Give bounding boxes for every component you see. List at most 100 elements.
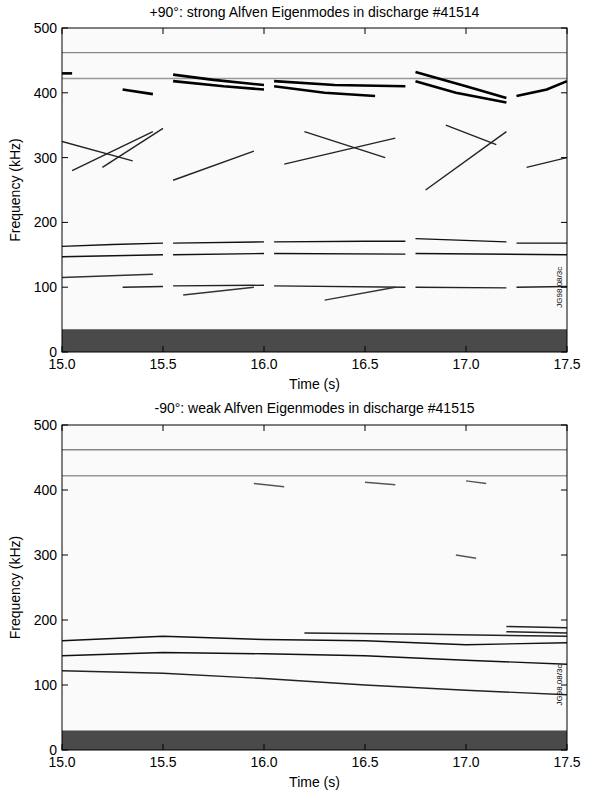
x-tick-label: 17.5	[553, 356, 580, 372]
mode-trace	[304, 633, 567, 636]
x-tick	[365, 28, 366, 34]
mode-trace	[173, 151, 254, 180]
y-axis-title: Frequency (kHz)	[7, 536, 23, 639]
panel: 15.015.516.016.517.017.50100200300400500…	[7, 4, 581, 392]
y-tick	[561, 222, 567, 223]
x-tick-label: 17.0	[452, 356, 479, 372]
y-tick	[62, 750, 68, 751]
y-tick	[62, 490, 68, 491]
x-tick	[163, 28, 164, 34]
low-frequency-band	[62, 329, 567, 352]
mode-trace	[62, 449, 567, 450]
y-axis-title: Frequency (kHz)	[7, 138, 23, 241]
x-tick	[466, 744, 467, 750]
y-tick	[62, 425, 68, 426]
mode-trace	[62, 72, 72, 75]
mode-trace	[62, 475, 567, 476]
mode-trace	[365, 482, 395, 485]
y-tick	[62, 28, 68, 29]
x-tick	[567, 346, 568, 352]
x-tick-label: 17.5	[553, 754, 580, 770]
figure-code: JG98.08/3c	[555, 665, 564, 706]
mode-trace	[325, 287, 396, 300]
y-tick	[561, 555, 567, 556]
x-tick	[62, 425, 63, 431]
mode-trace	[72, 132, 153, 171]
x-tick	[264, 346, 265, 352]
x-tick	[264, 425, 265, 431]
y-tick-label: 200	[34, 612, 58, 628]
y-tick	[62, 222, 68, 223]
y-tick	[561, 352, 567, 353]
mode-trace	[254, 484, 284, 487]
mode-trace	[62, 239, 567, 247]
y-tick	[62, 620, 68, 621]
x-tick	[567, 425, 568, 431]
x-axis-title: Time (s)	[289, 376, 340, 392]
mode-trace	[62, 52, 567, 53]
y-tick	[561, 157, 567, 158]
y-tick-label: 500	[34, 20, 58, 36]
mode-trace	[62, 274, 153, 277]
x-tick-label: 15.5	[149, 356, 176, 372]
x-tick-label: 16.5	[351, 356, 378, 372]
mode-trace	[62, 78, 567, 79]
x-tick	[62, 744, 63, 750]
y-tick	[62, 555, 68, 556]
mode-trace	[62, 636, 567, 644]
frame	[62, 28, 567, 352]
y-tick-label: 300	[34, 150, 58, 166]
x-tick-label: 16.0	[250, 754, 277, 770]
y-tick	[62, 685, 68, 686]
x-tick	[264, 744, 265, 750]
panel: 15.015.516.016.517.017.50100200300400500…	[7, 400, 581, 790]
x-tick	[466, 346, 467, 352]
mode-trace	[446, 125, 497, 144]
x-tick	[466, 425, 467, 431]
x-tick	[365, 425, 366, 431]
mode-trace	[123, 285, 567, 288]
y-tick-label: 500	[34, 417, 58, 433]
x-tick-label: 16.5	[351, 754, 378, 770]
y-tick	[561, 490, 567, 491]
marks	[62, 450, 567, 750]
y-tick	[561, 750, 567, 751]
mode-trace	[173, 81, 264, 89]
mode-trace	[123, 90, 153, 95]
y-tick	[62, 157, 68, 158]
y-tick-label: 100	[34, 677, 58, 693]
x-tick-label: 17.0	[452, 754, 479, 770]
mode-trace	[466, 481, 486, 484]
figure-code: JG98.08/3c	[555, 267, 564, 308]
mode-trace	[506, 632, 567, 633]
x-tick	[163, 346, 164, 352]
x-tick	[365, 346, 366, 352]
y-tick-label: 0	[49, 344, 57, 360]
x-tick	[62, 346, 63, 352]
x-tick	[62, 28, 63, 34]
panel-title: +90°: strong Alfven Eigenmodes in discha…	[150, 4, 480, 20]
y-tick	[561, 425, 567, 426]
mode-trace	[62, 671, 567, 695]
x-tick	[163, 425, 164, 431]
frame	[62, 425, 567, 750]
panel-title: -90°: weak Alfven Eigenmodes in discharg…	[154, 400, 474, 416]
y-tick-label: 300	[34, 547, 58, 563]
mode-trace	[274, 86, 375, 96]
mode-trace	[102, 128, 163, 167]
mode-trace	[274, 81, 405, 86]
plot-background	[62, 28, 567, 352]
x-tick	[567, 28, 568, 34]
x-tick	[264, 28, 265, 34]
low-frequency-band	[62, 731, 567, 751]
mode-trace	[62, 653, 567, 665]
x-axis-title: Time (s)	[289, 774, 340, 790]
figure: 15.015.516.016.517.017.50100200300400500…	[0, 0, 594, 808]
x-tick-label: 15.5	[149, 754, 176, 770]
y-tick-label: 400	[34, 85, 58, 101]
x-tick-label: 16.0	[250, 356, 277, 372]
mode-trace	[456, 555, 476, 558]
mode-trace	[304, 132, 385, 158]
y-tick-label: 400	[34, 482, 58, 498]
mode-trace	[416, 81, 507, 102]
